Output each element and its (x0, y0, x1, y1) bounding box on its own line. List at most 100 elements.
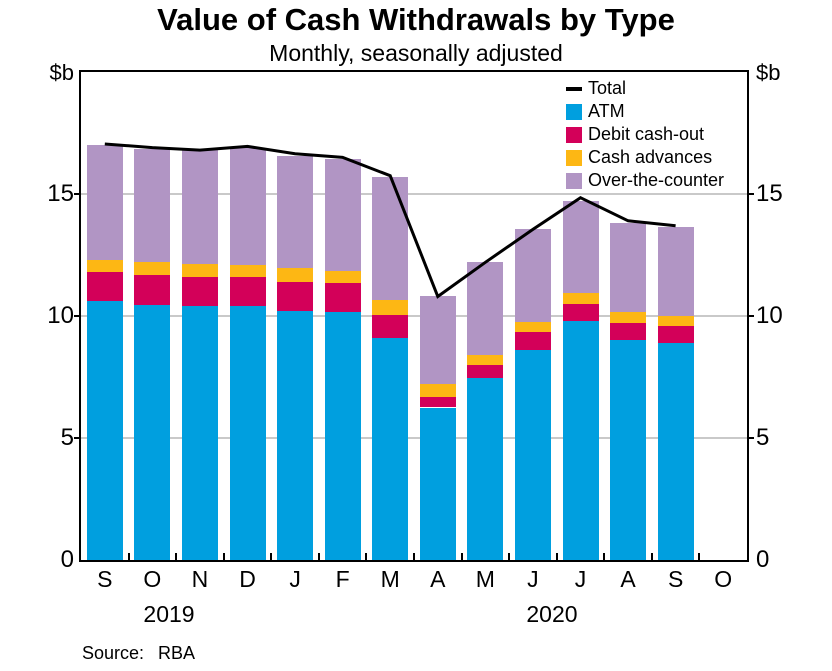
bar-segment-over-the-counter (277, 156, 314, 269)
x-axis-month-label: O (714, 566, 733, 592)
bar-segment-debit-cash-out (657, 325, 694, 343)
bar-segment-cash-advances (610, 312, 647, 324)
bar-segment-cash-advances (657, 316, 694, 326)
bar-segment-over-the-counter (419, 296, 456, 385)
x-axis-month-label: J (527, 566, 539, 592)
x-axis-tick (270, 553, 273, 560)
legend: Total ATM Debit cash-out Cash advances Over-… (566, 77, 724, 192)
x-axis-month-label: S (97, 566, 113, 592)
bar-segment-debit-cash-out (229, 276, 266, 307)
x-axis-tick (460, 553, 463, 560)
bar-segment-debit-cash-out (277, 281, 314, 312)
legend-color-swatch (566, 149, 582, 166)
bar-segment-atm (562, 320, 599, 560)
bar-segment-over-the-counter (229, 147, 266, 265)
bar-segment-over-the-counter (181, 150, 218, 264)
x-axis-month-label: A (620, 566, 636, 592)
bar-segment-debit-cash-out (134, 274, 171, 306)
bar-segment-over-the-counter (86, 145, 123, 260)
y-axis-label-left: 0 (60, 546, 74, 573)
x-axis-tick (222, 553, 225, 560)
y-axis-label-left: 10 (47, 302, 74, 329)
bar-segment-over-the-counter (657, 226, 694, 316)
bar-segment-debit-cash-out (562, 303, 599, 321)
x-axis-tick (175, 553, 178, 560)
y-axis-tick-right (749, 193, 754, 195)
legend-label: Over-the-counter (588, 170, 725, 190)
x-axis-month-label: D (239, 566, 256, 592)
y-axis-label-right: 15 (756, 180, 783, 207)
x-axis-tick (698, 553, 701, 560)
x-axis-tick (650, 553, 653, 560)
y-axis-tick-left (74, 437, 79, 439)
bar-segment-atm (277, 311, 314, 560)
bar-segment-over-the-counter (514, 229, 551, 323)
bar-segment-cash-advances (467, 355, 504, 365)
x-axis-month-label: M (380, 566, 400, 592)
bar-segment-atm (134, 305, 171, 560)
x-axis-tick (365, 553, 368, 560)
bar-segment-cash-advances (181, 263, 218, 277)
x-axis-year-label: 2020 (526, 601, 578, 627)
total-line (104, 142, 676, 299)
y-axis-label-right: 5 (756, 424, 770, 451)
bar-segment-cash-advances (229, 264, 266, 277)
x-axis-tick (127, 553, 130, 560)
bar-segment-over-the-counter (467, 262, 504, 356)
bar-segment-debit-cash-out (372, 314, 409, 338)
legend-item-over-the-counter: Over-the-counter (566, 169, 724, 192)
legend-item-atm: ATM (566, 100, 724, 123)
bar-segment-atm (324, 312, 361, 560)
legend-label: ATM (588, 101, 625, 121)
bar-segment-atm (610, 340, 647, 560)
y-axis-tick-right (749, 437, 754, 439)
x-axis-tick (508, 553, 511, 560)
y-axis-unit-right: $b (756, 60, 781, 85)
bar-segment-over-the-counter (324, 158, 361, 271)
bar-segment-cash-advances (372, 300, 409, 315)
bar-segment-cash-advances (86, 259, 123, 273)
bar-segment-atm (229, 306, 266, 560)
legend-item-total: Total (566, 77, 724, 100)
bar-segment-atm (181, 306, 218, 560)
y-axis-label-right: 0 (756, 546, 770, 573)
y-axis-tick-right (749, 315, 754, 317)
gridline-5 (81, 437, 747, 439)
chart-subtitle: Monthly, seasonally adjusted (269, 40, 563, 66)
x-axis-month-label: O (143, 566, 162, 592)
bar-segment-cash-advances (324, 270, 361, 284)
bar-segment-debit-cash-out (324, 283, 361, 313)
legend-line-swatch (566, 86, 582, 91)
bar-segment-debit-cash-out (181, 276, 218, 307)
legend-label: Debit cash-out (588, 124, 705, 144)
gridline-15 (81, 193, 747, 195)
x-axis-month-label: A (430, 566, 446, 592)
bar-segment-atm (657, 342, 694, 560)
bar-segment-debit-cash-out (86, 272, 123, 302)
y-axis-label-left: 5 (60, 424, 74, 451)
bar-segment-cash-advances (419, 384, 456, 397)
x-axis-month-label: J (574, 566, 587, 592)
bar-segment-debit-cash-out (514, 331, 551, 351)
legend-color-swatch (566, 172, 582, 189)
legend-item-debit-cash-out: Debit cash-out (566, 123, 724, 146)
y-axis-label-right: 10 (756, 302, 783, 329)
bar-segment-over-the-counter (562, 201, 599, 293)
legend-color-swatch (566, 126, 582, 143)
x-axis-month-label: J (289, 566, 301, 592)
bar-segment-cash-advances (134, 262, 171, 275)
bar-segment-cash-advances (562, 292, 599, 304)
bar-segment-cash-advances (514, 322, 551, 332)
x-axis-year-label: 2019 (143, 601, 195, 627)
y-axis-tick-left (74, 315, 79, 317)
bar-segment-over-the-counter (134, 148, 171, 263)
bar-segment-debit-cash-out (610, 323, 647, 341)
bar-segment-atm (372, 337, 409, 560)
bar-segment-debit-cash-out (467, 364, 504, 379)
bar-segment-atm (419, 407, 456, 560)
chart-title: Value of Cash Withdrawals by Type (157, 2, 675, 37)
x-axis-tick (603, 553, 606, 560)
bar-segment-over-the-counter (372, 176, 409, 301)
legend-color-swatch (566, 103, 582, 120)
bar-segment-atm (514, 350, 551, 560)
